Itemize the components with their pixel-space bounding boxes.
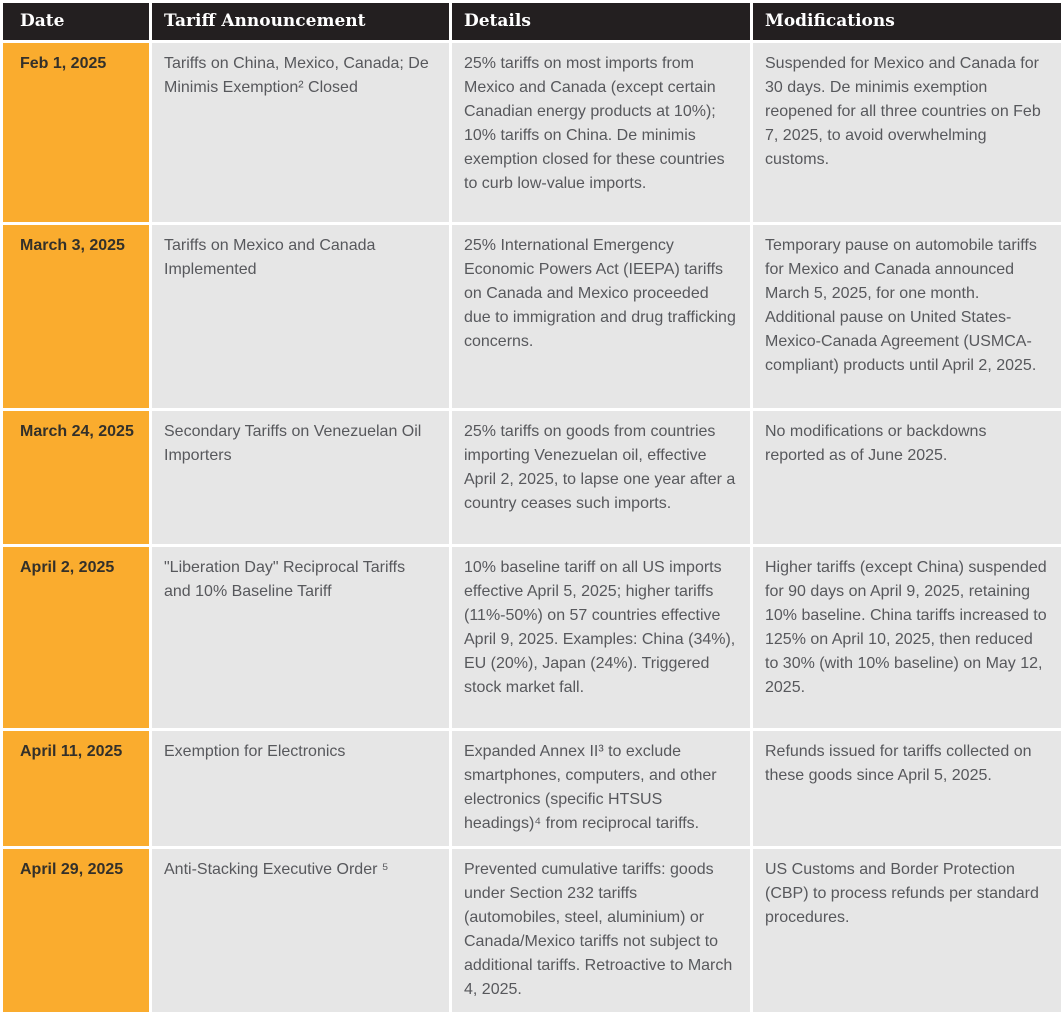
column-header-tariff-announcement: Tariff Announcement	[152, 3, 449, 40]
table-row: April 29, 2025 Anti-Stacking Executive O…	[3, 849, 1061, 1012]
details-cell: Prevented cumulative tariffs: goods unde…	[452, 849, 750, 1012]
details-cell: 10% baseline tariff on all US imports ef…	[452, 547, 750, 728]
modifications-cell: Suspended for Mexico and Canada for 30 d…	[753, 43, 1061, 222]
announcement-cell: Tariffs on China, Mexico, Canada; De Min…	[152, 43, 449, 222]
date-cell: March 3, 2025	[3, 225, 149, 408]
announcement-cell: Secondary Tariffs on Venezuelan Oil Impo…	[152, 411, 449, 544]
table-row: March 24, 2025 Secondary Tariffs on Vene…	[3, 411, 1061, 544]
table-row: March 3, 2025 Tariffs on Mexico and Cana…	[3, 225, 1061, 408]
table-row: Feb 1, 2025 Tariffs on China, Mexico, Ca…	[3, 43, 1061, 222]
modifications-cell: Higher tariffs (except China) suspended …	[753, 547, 1061, 728]
date-cell: Feb 1, 2025	[3, 43, 149, 222]
column-header-date: Date	[3, 3, 149, 40]
column-header-modifications: Modifications	[753, 3, 1061, 40]
modifications-cell: US Customs and Border Protection (CBP) t…	[753, 849, 1061, 1012]
modifications-cell: No modifications or backdowns reported a…	[753, 411, 1061, 544]
announcement-cell: "Liberation Day" Reciprocal Tariffs and …	[152, 547, 449, 728]
announcement-cell: Tariffs on Mexico and Canada Implemented	[152, 225, 449, 408]
modifications-cell: Refunds issued for tariffs collected on …	[753, 731, 1061, 846]
date-cell: April 11, 2025	[3, 731, 149, 846]
date-cell: April 2, 2025	[3, 547, 149, 728]
details-cell: Expanded Annex II³ to exclude smartphone…	[452, 731, 750, 846]
details-cell: 25% International Emergency Economic Pow…	[452, 225, 750, 408]
modifications-cell: Temporary pause on automobile tariffs fo…	[753, 225, 1061, 408]
date-cell: April 29, 2025	[3, 849, 149, 1012]
details-cell: 25% tariffs on most imports from Mexico …	[452, 43, 750, 222]
announcement-cell: Exemption for Electronics	[152, 731, 449, 846]
table-row: April 11, 2025 Exemption for Electronics…	[3, 731, 1061, 846]
details-cell: 25% tariffs on goods from countries impo…	[452, 411, 750, 544]
table-header-row: Date Tariff Announcement Details Modific…	[3, 3, 1061, 40]
date-cell: March 24, 2025	[3, 411, 149, 544]
announcement-cell: Anti-Stacking Executive Order ⁵	[152, 849, 449, 1012]
table-row: April 2, 2025 "Liberation Day" Reciproca…	[3, 547, 1061, 728]
column-header-details: Details	[452, 3, 750, 40]
